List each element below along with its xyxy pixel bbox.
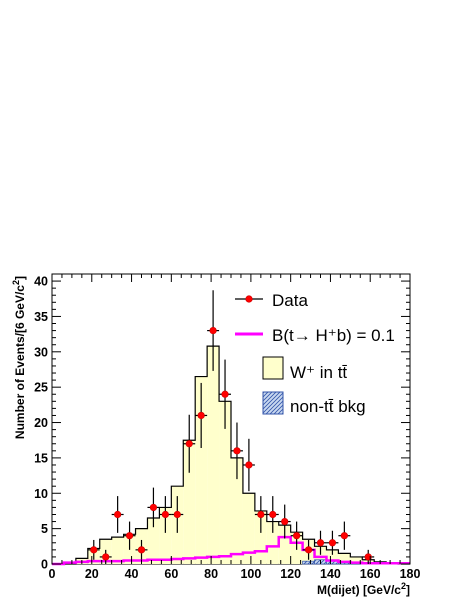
y-tick-label: 20 [34,416,48,430]
data-point [221,390,229,398]
y-axis-title: Number of Events/[6 GeV/c2] [11,276,27,439]
signal-line [52,535,410,566]
legend-entry-ttbar: W⁺ in tt̄ [262,356,348,382]
x-tick-label: 120 [280,567,301,581]
ttbar-bin [350,556,363,564]
y-tick-label: 35 [34,310,48,324]
ttbar-bin [242,493,255,564]
data-point [90,546,98,554]
x-tick-label: 140 [320,567,341,581]
legend-bkg-swatch [262,391,284,415]
data-point [281,517,289,526]
signal-line-layer [52,535,410,566]
y-tick-label: 40 [34,275,48,289]
data-point [173,510,181,519]
legend: Data B(t→ H⁺b) = 0.1 W⁺ in tt̄ non-tt̄ b… [235,291,395,416]
x-tick-label: 180 [400,567,421,581]
ttbar-bin [326,549,339,564]
ttbar-outline [52,345,410,565]
data-point [149,503,158,512]
axes-layer: 0 20 40 60 80 100 120 140 160 180 0 5 10 15 20 25 30 35 40 [34,273,421,581]
data-point [197,411,205,420]
legend-ttbar-label: W⁺ in tt̄ [290,363,348,382]
y-tick-label: 15 [34,451,48,465]
y-tick-label: 10 [34,487,48,501]
ttbar-bin [111,537,124,564]
legend-data-label: Data [272,291,308,310]
histogram-layer [52,345,410,565]
data-point [233,447,241,455]
y-tick-label: 0 [41,558,48,572]
legend-data-marker [245,295,253,303]
ttbar-bin [207,346,220,564]
x-axis-title: M(dijet) [GeV/c2] [317,581,410,597]
x-tick-label: 100 [240,567,261,581]
legend-entry-bkg: non-tt̄ bkg [262,391,366,416]
data-point [137,546,146,554]
legend-bkg-label: non-tt̄ bkg [290,397,366,416]
bkg-bin [302,560,315,565]
data-point [257,510,265,519]
data-point [269,510,277,519]
legend-entry-signal: B(t→ H⁺b) = 0.1 [235,326,395,345]
ttbar-bin [183,440,196,564]
y-tick-label: 5 [41,522,48,536]
ttbar-bin [195,376,208,564]
legend-signal-label: B(t→ H⁺b) = 0.1 [272,326,395,345]
data-point [209,326,217,335]
data-point [316,539,325,547]
data-point [102,553,110,561]
x-tick-label: 0 [49,567,56,581]
x-tick-label: 40 [125,567,139,581]
x-tick-label: 80 [204,567,218,581]
ttbar-bin [231,457,243,564]
legend-entry-data: Data [235,291,308,310]
x-tick-label: 60 [164,567,178,581]
data-point [245,461,253,469]
ttbar-bin [219,401,231,564]
data-points-layer [87,290,375,564]
x-tick-label: 160 [360,567,381,581]
ttbar-bin [159,507,172,564]
ttbar-bin [254,510,267,564]
legend-ttbar-swatch [262,356,284,380]
ttbar-bin [278,525,291,564]
ttbar-bin [314,546,327,564]
ttbar-bin [338,553,351,564]
data-point [125,532,134,540]
y-tick-label: 25 [34,381,48,395]
ttbar-bin [147,518,160,564]
data-point [114,510,122,519]
data-point [185,440,193,448]
x-tick-label: 20 [85,567,99,581]
data-point [340,532,348,540]
data-point [328,539,337,547]
data-point [293,532,301,540]
data-point [161,510,169,519]
y-tick-label: 30 [34,345,48,359]
ttbar-bin [266,521,279,564]
data-point [304,546,313,554]
